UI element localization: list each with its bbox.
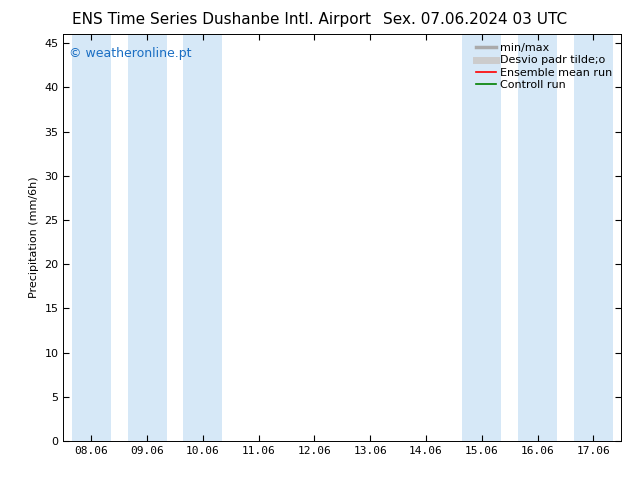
Bar (127, 34, 167, 441)
Legend: min/max, Desvio padr tilde;o, Ensemble mean run, Controll run: min/max, Desvio padr tilde;o, Ensemble m… (472, 40, 616, 93)
Text: Sex. 07.06.2024 03 UTC: Sex. 07.06.2024 03 UTC (384, 12, 567, 27)
Bar (574, 34, 613, 441)
Y-axis label: Precipitation (mm/6h): Precipitation (mm/6h) (29, 177, 39, 298)
Bar (462, 34, 501, 441)
Bar (72, 34, 111, 441)
Bar (518, 34, 557, 441)
Bar (183, 34, 223, 441)
Text: © weatheronline.pt: © weatheronline.pt (69, 47, 191, 59)
Text: ENS Time Series Dushanbe Intl. Airport: ENS Time Series Dushanbe Intl. Airport (72, 12, 372, 27)
